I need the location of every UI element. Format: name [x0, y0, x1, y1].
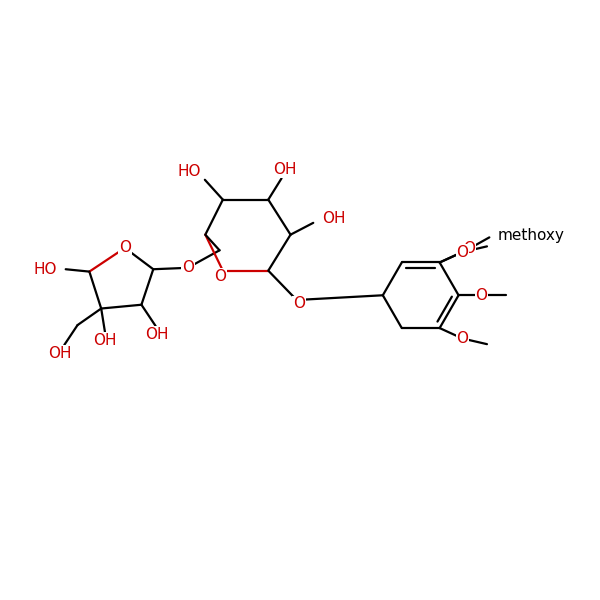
- Text: O: O: [119, 241, 131, 256]
- Text: HO: HO: [178, 164, 201, 179]
- Text: O: O: [214, 269, 226, 284]
- Text: O: O: [475, 288, 487, 303]
- Text: O: O: [457, 331, 469, 346]
- Text: O: O: [182, 260, 194, 275]
- Text: O: O: [463, 241, 475, 256]
- Text: OH: OH: [48, 346, 71, 361]
- Text: methoxy: methoxy: [498, 227, 565, 242]
- Text: O: O: [457, 245, 469, 260]
- Text: OH: OH: [145, 327, 169, 342]
- Text: HO: HO: [34, 262, 57, 277]
- Text: OH: OH: [274, 163, 297, 178]
- Text: O: O: [293, 296, 305, 311]
- Text: OH: OH: [322, 211, 345, 226]
- Text: OH: OH: [93, 333, 117, 348]
